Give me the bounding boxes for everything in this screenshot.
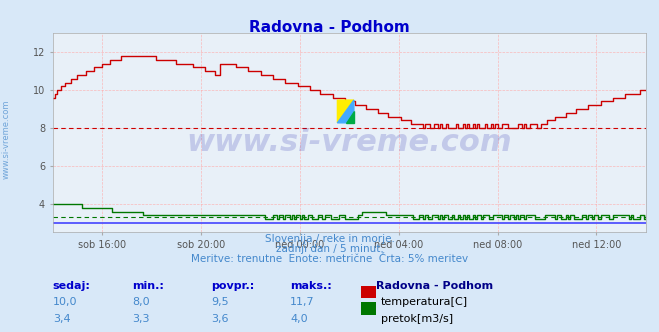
Text: 3,6: 3,6 — [211, 314, 229, 324]
Text: min.:: min.: — [132, 281, 163, 290]
Bar — [361, 286, 376, 298]
Text: 8,0: 8,0 — [132, 297, 150, 307]
Text: www.si-vreme.com: www.si-vreme.com — [2, 100, 11, 179]
Text: pretok[m3/s]: pretok[m3/s] — [381, 314, 453, 324]
Text: Radovna - Podhom: Radovna - Podhom — [249, 20, 410, 35]
Text: 3,4: 3,4 — [53, 314, 71, 324]
Text: zadnji dan / 5 minut.: zadnji dan / 5 minut. — [275, 244, 384, 254]
Text: povpr.:: povpr.: — [211, 281, 254, 290]
Text: 4,0: 4,0 — [290, 314, 308, 324]
Text: www.si-vreme.com: www.si-vreme.com — [186, 128, 512, 157]
Text: maks.:: maks.: — [290, 281, 331, 290]
Polygon shape — [347, 112, 354, 123]
Text: sedaj:: sedaj: — [53, 281, 90, 290]
Text: Slovenija / reke in morje.: Slovenija / reke in morje. — [264, 234, 395, 244]
Polygon shape — [337, 100, 354, 123]
Text: 10,0: 10,0 — [53, 297, 77, 307]
Text: Radovna - Podhom: Radovna - Podhom — [376, 281, 493, 290]
Text: temperatura[C]: temperatura[C] — [381, 297, 468, 307]
Text: 9,5: 9,5 — [211, 297, 229, 307]
Bar — [361, 302, 376, 315]
Text: 11,7: 11,7 — [290, 297, 314, 307]
Text: 3,3: 3,3 — [132, 314, 150, 324]
Polygon shape — [337, 100, 354, 123]
Text: Meritve: trenutne  Enote: metrične  Črta: 5% meritev: Meritve: trenutne Enote: metrične Črta: … — [191, 254, 468, 264]
